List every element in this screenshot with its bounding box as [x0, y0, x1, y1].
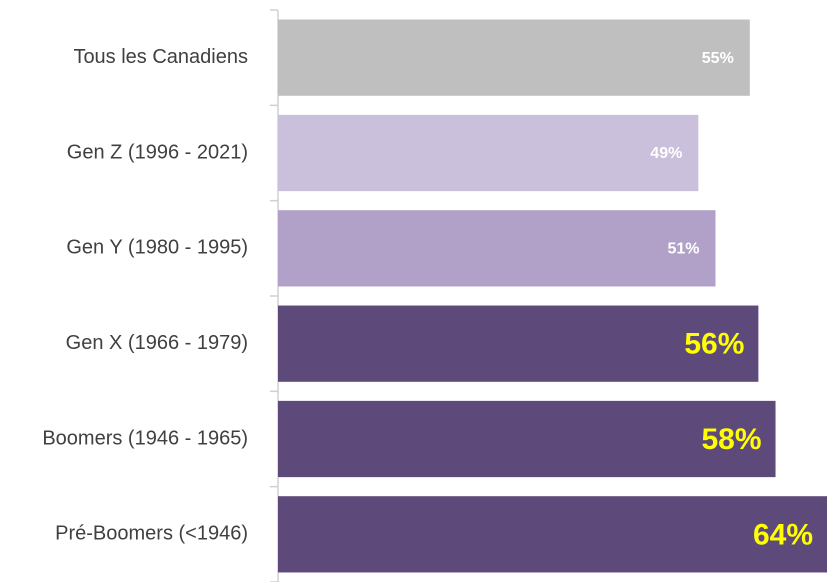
category-label: Gen X (1966 - 1979) — [66, 332, 248, 354]
value-label: 58% — [701, 423, 761, 456]
category-label: Pré-Boomers (<1946) — [55, 523, 248, 545]
value-label: 49% — [650, 145, 682, 162]
category-label: Tous les Canadiens — [73, 46, 248, 68]
bar — [278, 114, 699, 192]
bar — [278, 19, 750, 96]
value-label: 64% — [753, 518, 813, 551]
bar — [278, 496, 827, 573]
bar — [278, 210, 716, 287]
bar — [278, 400, 776, 478]
category-label: Gen Z (1996 - 2021) — [67, 141, 248, 163]
value-label: 51% — [667, 241, 699, 258]
value-label: 56% — [684, 328, 744, 361]
value-label: 55% — [702, 50, 734, 67]
bar — [278, 305, 759, 382]
category-label: Boomers (1946 - 1965) — [42, 427, 248, 449]
category-label: Gen Y (1980 - 1995) — [66, 237, 248, 259]
